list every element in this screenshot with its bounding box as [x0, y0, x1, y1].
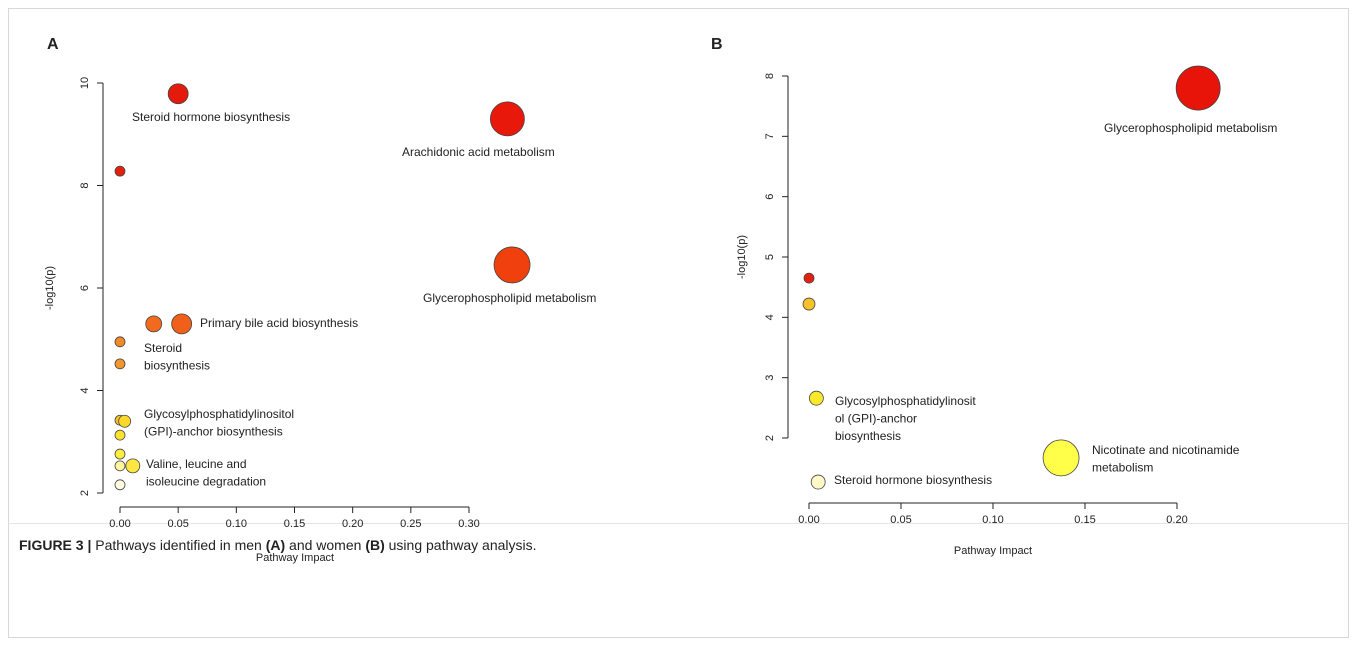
x-tick-label: 0.20 — [1166, 514, 1187, 526]
bubble — [489, 101, 525, 137]
annotation: Steroid hormone biosynthesis — [132, 110, 290, 124]
caption-part: (A) — [266, 537, 285, 553]
bubble — [118, 414, 132, 428]
caption-part: FIGURE 3 | — [19, 537, 91, 553]
bubble — [802, 297, 816, 311]
x-tick-label: 0.25 — [400, 518, 421, 530]
annotation: Glycosylphosphatidylinositol — [144, 407, 294, 421]
bubble — [114, 448, 126, 460]
bubble — [114, 358, 126, 370]
y-tick-label: 4 — [764, 314, 776, 320]
x-tick-label: 0.15 — [1074, 514, 1095, 526]
caption-part: using pathway analysis. — [385, 537, 537, 553]
annotation: ol (GPI)-anchor — [835, 412, 917, 426]
figure-frame — [8, 8, 1349, 638]
bubble — [1175, 65, 1221, 111]
x-tick-label: 0.00 — [109, 518, 130, 530]
y-tick-label: 7 — [764, 133, 776, 139]
y-tick-label: 5 — [764, 254, 776, 260]
caption-part: Pathways identified in men — [91, 537, 265, 553]
panel-label: A — [47, 36, 59, 53]
y-tick-label: 2 — [764, 435, 776, 441]
annotation: (GPI)-anchor biosynthesis — [144, 425, 283, 439]
x-axis-title: Pathway Impact — [954, 545, 1032, 557]
bubble — [114, 336, 126, 348]
y-tick-label: 3 — [764, 375, 776, 381]
annotation: biosynthesis — [144, 359, 210, 373]
annotation: Glycosylphosphatidylinosit — [835, 394, 976, 408]
annotation: Nicotinate and nicotinamide — [1092, 443, 1240, 457]
y-axis-title: -log10(p) — [736, 235, 748, 279]
x-tick-label: 0.20 — [342, 518, 363, 530]
panel-label: B — [711, 36, 723, 53]
y-tick-label: 2 — [79, 490, 91, 496]
y-tick-label: 8 — [764, 73, 776, 79]
bubble — [1042, 439, 1080, 477]
annotation: Valine, leucine and — [146, 457, 247, 471]
x-tick-label: 0.10 — [982, 514, 1003, 526]
annotation: Arachidonic acid metabolism — [402, 145, 555, 159]
annotation: Steroid hormone biosynthesis — [834, 473, 992, 487]
caption-part: and women — [285, 537, 365, 553]
bubble — [114, 479, 126, 491]
bubble — [114, 429, 126, 441]
x-tick-label: 0.05 — [890, 514, 911, 526]
annotation: Primary bile acid biosynthesis — [200, 316, 358, 330]
caption-part: (B) — [365, 537, 384, 553]
x-tick-label: 0.15 — [284, 518, 305, 530]
annotation: Steroid — [144, 341, 182, 355]
y-tick-label: 8 — [79, 182, 91, 188]
bubble — [145, 315, 163, 333]
bubble — [167, 83, 189, 105]
annotation: isoleucine degradation — [146, 475, 266, 489]
bubble — [493, 246, 531, 284]
x-tick-label: 0.05 — [167, 518, 188, 530]
annotation: Glycerophospholipid metabolism — [423, 291, 596, 305]
x-tick-label: 0.30 — [458, 518, 479, 530]
y-tick-label: 6 — [79, 285, 91, 291]
y-tick-label: 10 — [79, 77, 91, 89]
x-axis-title: Pathway Impact — [256, 552, 334, 564]
bubble — [114, 460, 126, 472]
bubble — [125, 458, 141, 474]
bubble — [114, 165, 126, 177]
bubble — [810, 474, 826, 490]
bubble — [171, 313, 193, 335]
bubble — [803, 272, 815, 284]
annotation: metabolism — [1092, 461, 1153, 475]
x-tick-label: 0.10 — [226, 518, 247, 530]
annotation: biosynthesis — [835, 429, 901, 443]
y-axis-title: -log10(p) — [44, 266, 56, 310]
caption: FIGURE 3 | Pathways identified in men (A… — [19, 537, 537, 553]
bubble — [808, 390, 824, 406]
x-tick-label: 0.00 — [798, 514, 819, 526]
annotation: Glycerophospholipid metabolism — [1104, 121, 1277, 135]
y-tick-label: 6 — [764, 194, 776, 200]
y-tick-label: 4 — [79, 387, 91, 393]
